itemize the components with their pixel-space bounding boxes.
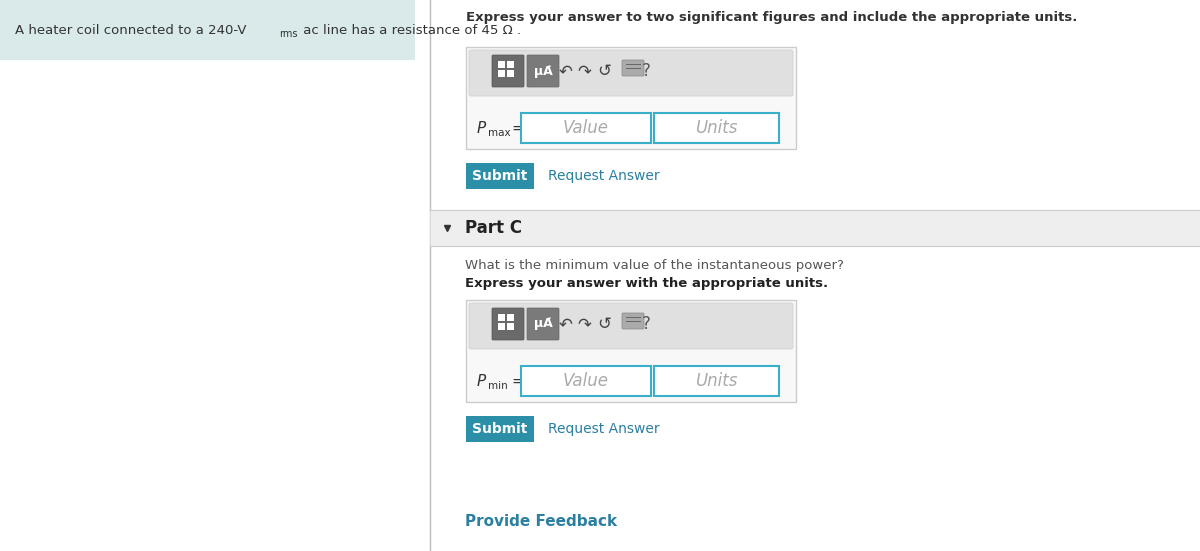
FancyBboxPatch shape [521,113,650,143]
Text: ↺: ↺ [598,315,611,333]
FancyBboxPatch shape [492,55,524,87]
Text: Request Answer: Request Answer [548,169,660,183]
Bar [508,70,514,77]
Text: Provide Feedback: Provide Feedback [466,515,617,530]
FancyBboxPatch shape [622,60,644,76]
FancyBboxPatch shape [622,313,644,329]
Text: Value: Value [563,372,610,390]
Text: ?: ? [642,62,650,80]
Text: ↶: ↶ [559,62,572,80]
Bar [498,323,505,330]
Text: μȦ: μȦ [534,317,552,331]
FancyBboxPatch shape [521,366,650,396]
Text: ↶: ↶ [559,315,572,333]
Text: μȦ: μȦ [534,64,552,78]
FancyBboxPatch shape [430,210,1200,246]
Text: ↷: ↷ [577,62,590,80]
FancyBboxPatch shape [466,416,534,442]
Text: Units: Units [695,372,738,390]
FancyBboxPatch shape [0,0,415,60]
Text: max: max [488,128,511,138]
Text: =: = [511,374,523,388]
Text: Submit: Submit [473,422,528,436]
Text: Request Answer: Request Answer [548,422,660,436]
Text: rms: rms [278,29,298,39]
FancyBboxPatch shape [654,366,779,396]
Bar [498,61,505,68]
FancyBboxPatch shape [469,303,793,349]
Text: =: = [511,121,523,136]
FancyBboxPatch shape [466,47,796,149]
Text: What is the minimum value of the instantaneous power?: What is the minimum value of the instant… [466,258,844,272]
Text: Units: Units [695,119,738,137]
Text: Express your answer with the appropriate units.: Express your answer with the appropriate… [466,277,828,289]
Bar [508,314,514,321]
Bar [508,61,514,68]
FancyBboxPatch shape [466,163,534,189]
FancyBboxPatch shape [527,308,559,340]
FancyBboxPatch shape [492,308,524,340]
Bar [498,70,505,77]
Text: ↷: ↷ [577,315,590,333]
Text: $P$: $P$ [476,373,487,389]
Text: $P$: $P$ [476,120,487,136]
Text: Part C: Part C [466,219,522,237]
Bar [508,323,514,330]
FancyBboxPatch shape [466,300,796,402]
FancyBboxPatch shape [527,55,559,87]
Text: Submit: Submit [473,169,528,183]
FancyBboxPatch shape [654,113,779,143]
Text: Express your answer to two significant figures and include the appropriate units: Express your answer to two significant f… [466,12,1078,24]
FancyBboxPatch shape [469,50,793,96]
Text: ?: ? [642,315,650,333]
Bar [498,314,505,321]
Text: ↺: ↺ [598,62,611,80]
Text: min: min [488,381,508,391]
Text: Value: Value [563,119,610,137]
Text: ac line has a resistance of 45 Ω .: ac line has a resistance of 45 Ω . [299,24,521,36]
Text: A heater coil connected to a 240-V: A heater coil connected to a 240-V [14,24,246,36]
